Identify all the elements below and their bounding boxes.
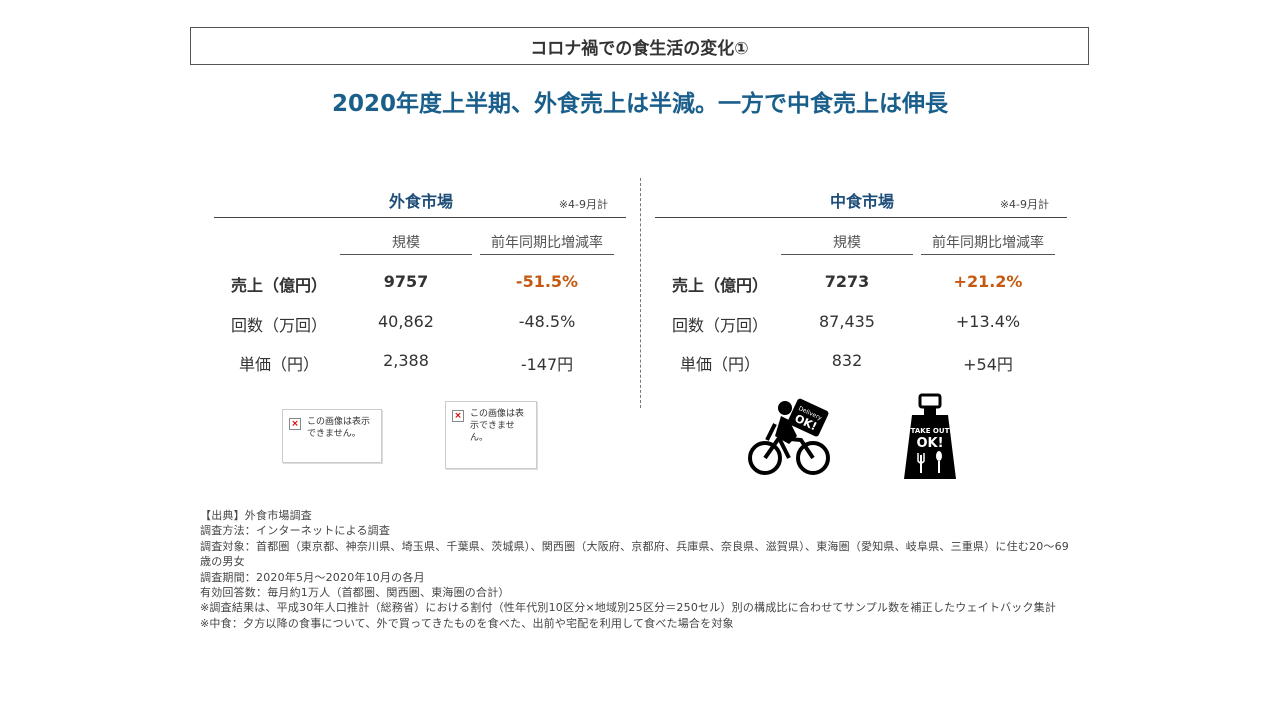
nakashoku-title: 中食市場: [829, 192, 894, 211]
nakashoku-header-rule: [655, 217, 1067, 218]
nakashoku-col-scale-rule: [781, 254, 913, 255]
gaishoku-col-scale-rule: [340, 254, 472, 255]
nakashoku-period-note: ※4-9月計: [999, 198, 1049, 211]
takeout-ok-text: OK!: [916, 436, 943, 451]
slide-title: コロナ禍での食生活の変化①: [530, 38, 749, 59]
gaishoku-col-scale: 規模: [392, 235, 420, 251]
broken-image-message: この画像は表示できません。: [470, 409, 525, 443]
nakashoku-cell-yoy: +54円: [963, 355, 1013, 374]
gaishoku-row-label: 売上（億円）: [230, 276, 327, 295]
nakashoku-row-label: 回数（万回）: [671, 316, 768, 335]
source-notes: 【出典】外食市場調査 調査方法：インターネットによる調査 調査対象：首都圏（東京…: [200, 508, 1080, 631]
gaishoku-market-table: 外食市場 ※4-9月計 規模 前年同期比増減率 売上（億円） 9757 -51.…: [214, 180, 628, 400]
source-line: 調査期間：2020年5月～2020年10月の各月: [200, 570, 425, 584]
gaishoku-cell-scale: 2,388: [383, 351, 429, 370]
section-divider: [640, 178, 641, 408]
nakashoku-cell-yoy: +13.4%: [955, 312, 1021, 331]
source-line: 調査対象：首都圏（東京都、神奈川県、埼玉県、千葉県、茨城県）、関西圏（大阪府、京…: [200, 539, 1069, 569]
source-line: 調査方法：インターネットによる調査: [200, 524, 391, 538]
gaishoku-title: 外食市場: [388, 192, 453, 211]
delivery-bicycle-icon: Delivery OK!: [748, 398, 830, 475]
gaishoku-cell-scale: 9757: [383, 272, 429, 291]
slide-subtitle: 2020年度上半期、外食売上は半減。一方で中食売上は伸長: [331, 91, 948, 117]
broken-image-icon: ×: [452, 410, 464, 422]
slide-title-box: コロナ禍での食生活の変化①: [190, 27, 1089, 65]
takeout-bag-icon: TAKE OUT OK!: [904, 393, 956, 479]
gaishoku-cell-yoy: -51.5%: [515, 272, 579, 291]
gaishoku-cell-yoy: -48.5%: [518, 312, 576, 331]
source-line: 有効回答数：毎月約1万人（首都圏、関西圏、東海圏の合計）: [200, 586, 510, 600]
gaishoku-cell-scale: 40,862: [378, 312, 434, 331]
nakashoku-col-yoy: 前年同期比増減率: [932, 235, 1044, 251]
gaishoku-row-label: 回数（万回）: [230, 316, 327, 335]
nakashoku-col-yoy-rule: [921, 254, 1055, 255]
source-line: ※中食：夕方以降の食事について、外で買ってきたものを食べた、出前や宅配を利用して…: [200, 616, 734, 630]
nakashoku-row-label: 単価（円）: [679, 355, 760, 374]
gaishoku-col-yoy: 前年同期比増減率: [491, 235, 603, 251]
gaishoku-period-note: ※4-9月計: [558, 198, 608, 211]
broken-image-icon: ×: [289, 418, 301, 430]
nakashoku-col-scale: 規模: [833, 235, 861, 251]
takeout-text: TAKE OUT: [911, 427, 950, 435]
nakashoku-cell-yoy: +21.2%: [953, 272, 1023, 291]
nakashoku-cell-scale: 7273: [824, 272, 870, 291]
nakashoku-cell-scale: 832: [831, 351, 863, 370]
nakashoku-row-label: 売上（億円）: [671, 276, 768, 295]
broken-image-message: この画像は表示できません。: [307, 417, 371, 439]
gaishoku-header-rule: [214, 217, 626, 218]
gaishoku-col-yoy-rule: [480, 254, 614, 255]
gaishoku-row-label: 単価（円）: [238, 355, 319, 374]
source-line: 【出典】外食市場調査: [200, 509, 312, 522]
broken-image-placeholder-2: × この画像は表示できません。: [445, 401, 537, 469]
nakashoku-cell-scale: 87,435: [819, 312, 875, 331]
source-line: ※調査結果は、平成30年人口推計（総務省）における割付（性年代別10区分×地域別…: [200, 601, 1057, 615]
broken-image-placeholder-1: × この画像は表示できません。: [282, 409, 382, 463]
gaishoku-cell-yoy: -147円: [520, 355, 574, 374]
nakashoku-market-table: 中食市場 ※4-9月計 規模 前年同期比増減率 売上（億円） 7273 +21.…: [655, 180, 1069, 400]
